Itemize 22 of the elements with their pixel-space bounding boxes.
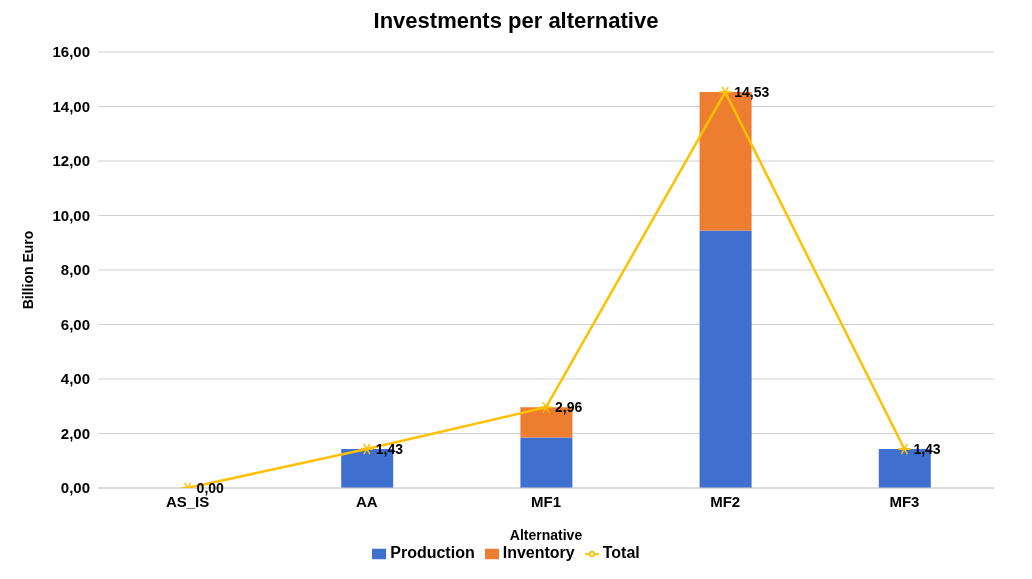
bar xyxy=(520,437,573,488)
data-label: 14,53 xyxy=(734,84,770,101)
bar xyxy=(699,230,752,488)
y-tick-label: 0,00 xyxy=(60,479,90,497)
y-tick-label: 6,00 xyxy=(60,315,90,333)
y-tick-label: 10,00 xyxy=(52,206,90,224)
y-tick-label: 12,00 xyxy=(52,152,90,170)
legend-label: Production xyxy=(390,544,475,561)
chart-title: Investments per alternative xyxy=(372,8,660,35)
legend-label: Inventory xyxy=(502,544,575,561)
y-axis-title: Billion Euro xyxy=(19,230,36,310)
y-tick-label: 2,00 xyxy=(60,424,90,442)
y-tick-label: 14,00 xyxy=(52,97,90,115)
x-tick-label: MF3 xyxy=(889,492,920,510)
y-tick-label: 8,00 xyxy=(60,261,90,279)
y-tick-label: 16,00 xyxy=(52,43,90,61)
x-tick-label: AA xyxy=(355,492,378,510)
x-tick-label: MF1 xyxy=(531,492,561,510)
x-axis-title: Alternative xyxy=(509,527,583,543)
y-tick-label: 4,00 xyxy=(60,370,90,388)
x-tick-label: MF2 xyxy=(710,492,741,510)
legend-label: Total xyxy=(602,544,640,561)
